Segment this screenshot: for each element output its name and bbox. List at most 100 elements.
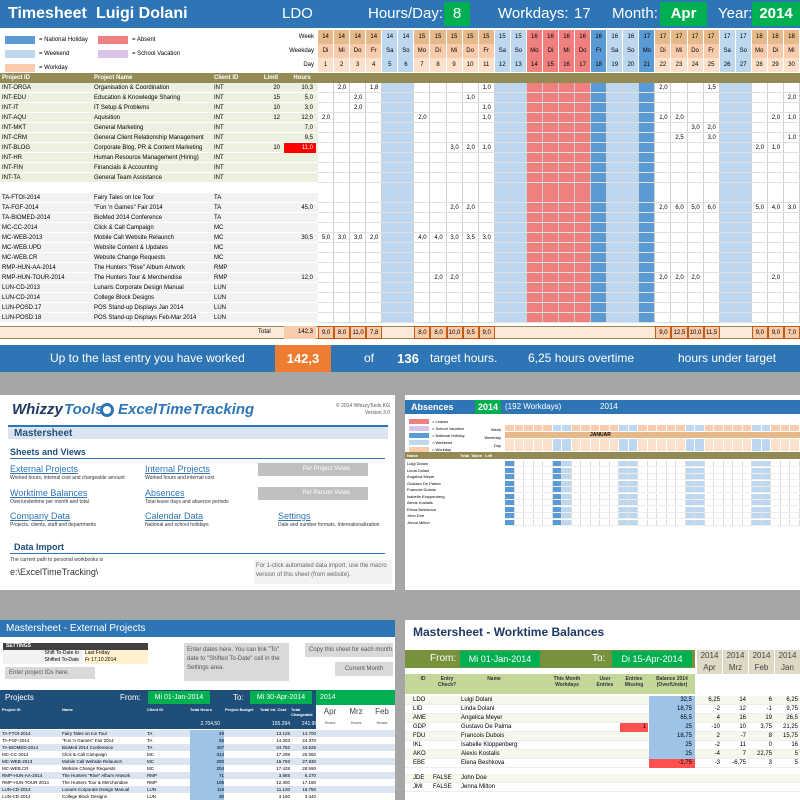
- bal-month: 16: [739, 715, 746, 721]
- bal-month: 10: [739, 724, 746, 730]
- bal-balance: 32,5: [649, 696, 695, 705]
- bal-name: Francois Dubois: [461, 733, 505, 739]
- project-id: MC-CC-2014: [2, 225, 38, 231]
- client-id: INT: [214, 155, 224, 161]
- grid-cell: [524, 487, 534, 493]
- grid-cell: [562, 487, 572, 493]
- day-header: 23: [671, 58, 688, 72]
- sheet-link[interactable]: Calendar Data: [145, 511, 204, 521]
- client-id: INT: [214, 115, 224, 121]
- grid-cell: [600, 513, 610, 519]
- absences-bar: [405, 400, 800, 414]
- grid-cell: [600, 506, 610, 513]
- day-header: Fr: [366, 44, 383, 58]
- month: Feb: [375, 707, 389, 716]
- grid-header-cell: [666, 439, 676, 451]
- day-header: Di: [430, 44, 447, 58]
- view-button[interactable]: Per Person Views: [258, 487, 368, 500]
- grid-cell: [723, 519, 733, 526]
- sheet-link[interactable]: Company Data: [10, 511, 71, 521]
- grid-cell: [771, 506, 781, 513]
- grid-cell: [790, 474, 800, 480]
- project-name: Website Change Requests: [94, 255, 166, 261]
- absence-name: Angelica Meyer: [407, 474, 435, 479]
- grid-cell: [657, 506, 667, 513]
- entry: 2,0: [466, 145, 475, 151]
- bal-month: 19: [765, 715, 772, 721]
- grid-cell: [619, 513, 629, 519]
- grid-cell: [600, 493, 610, 500]
- ext-cell: 17.190: [302, 780, 316, 785]
- ext-cell: College Block Designs: [62, 794, 108, 799]
- grid-header-cell: [581, 425, 591, 431]
- grid-cell: [733, 461, 743, 467]
- grid-cell: [609, 467, 619, 474]
- grid-cell: [552, 493, 562, 500]
- grid-cell: [638, 480, 648, 487]
- sheet-link[interactable]: Worktime Balances: [10, 488, 88, 498]
- grid-cell: [780, 474, 790, 480]
- ext-cell: 200: [216, 759, 224, 764]
- grid-cell: [609, 461, 619, 467]
- grid-cell: [761, 500, 771, 506]
- day-column: [398, 83, 415, 323]
- sheet-link[interactable]: Internal Projects: [145, 464, 211, 474]
- ext-cell: TA: [147, 745, 153, 750]
- grid-header-cell: [695, 425, 705, 431]
- grid-header-cell: [771, 425, 781, 431]
- day-column: [751, 83, 768, 323]
- day-header: 15: [462, 30, 479, 44]
- row-band: [0, 233, 318, 243]
- import-desc: The current path to personal workbooks i…: [10, 557, 104, 563]
- ext-cell: MC-WEB.CR: [2, 766, 29, 771]
- legend-label: = National Holiday: [39, 37, 88, 43]
- label: From:: [430, 653, 457, 664]
- sheet-link[interactable]: Settings: [278, 511, 311, 521]
- row-band: [0, 253, 318, 263]
- row-line: [318, 302, 800, 303]
- logo: Whizzy: [12, 401, 63, 418]
- hours: 12,0: [301, 275, 313, 281]
- bal-month: 12: [739, 706, 746, 712]
- row-line: [318, 112, 800, 113]
- day-header: Sa: [494, 44, 511, 58]
- grid-cell: [562, 493, 572, 500]
- grid-cell: [562, 461, 572, 467]
- ext-cell: 313: [216, 752, 224, 757]
- day-header: 8: [430, 58, 447, 72]
- entry: 5,0: [755, 205, 764, 211]
- row-band: [0, 263, 318, 273]
- grid-cell: [714, 467, 724, 474]
- row-line: [318, 102, 800, 103]
- row-band: [0, 123, 318, 133]
- column-header: Limit: [263, 75, 279, 81]
- view-button[interactable]: Per Project Views: [258, 463, 368, 476]
- bal-id: AKO: [413, 751, 426, 757]
- grid-cell: [790, 467, 800, 474]
- grid-cell: [790, 506, 800, 513]
- grid-cell: [543, 513, 553, 519]
- grid-header-cell: [590, 425, 600, 431]
- project-id: INT-CRM: [2, 135, 27, 141]
- legend-swatch: [5, 36, 35, 44]
- bal-name: Isabelle Kloppenberg: [461, 742, 518, 748]
- grid-cell: [543, 474, 553, 480]
- day-header: 17: [575, 58, 592, 72]
- sheet-link[interactable]: External Projects: [10, 464, 79, 474]
- grid-cell: [666, 467, 676, 474]
- grid-cell: [666, 474, 676, 480]
- sheet-link[interactable]: Absences: [145, 488, 185, 498]
- project-name: BioMed 2014 Conference: [94, 215, 163, 221]
- month: Apr: [697, 662, 722, 674]
- bal-id: GDP: [413, 724, 427, 730]
- grid-header-cell: [685, 439, 695, 451]
- copyright: © 2014 WhizzyTools KG: [336, 403, 390, 409]
- bal-name: Elena Beshkova: [461, 760, 505, 766]
- row-header: Weekday: [484, 435, 501, 440]
- bal-col: Name: [487, 676, 501, 682]
- grid-cell: [752, 493, 762, 500]
- day-header: 14: [526, 58, 543, 72]
- bal-month: -7: [740, 733, 746, 739]
- grid-cell: [742, 474, 752, 480]
- row-header: Week: [298, 34, 314, 40]
